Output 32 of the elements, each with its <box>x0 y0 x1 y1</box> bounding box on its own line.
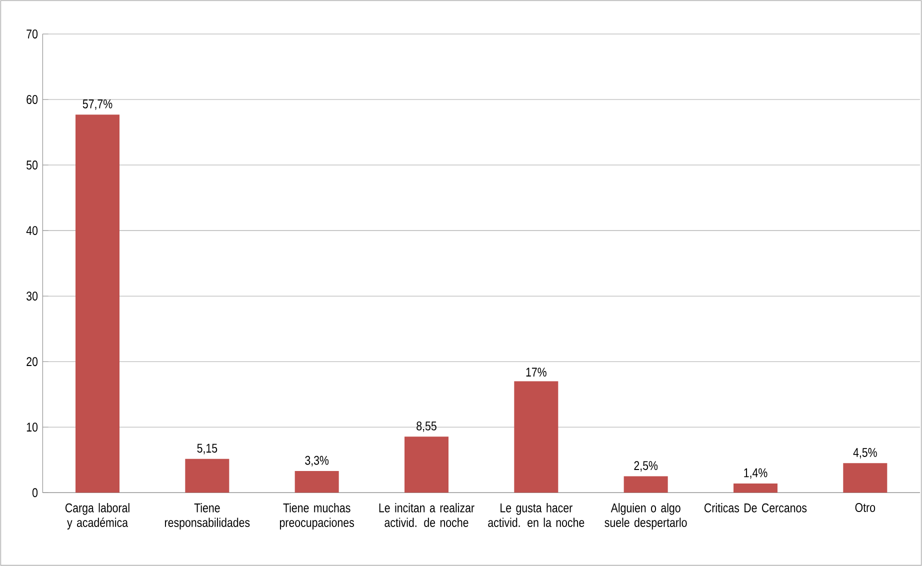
data-label: 8,55 <box>416 421 436 432</box>
x-tick-label: Alguien o algo suele despertarlo <box>604 503 687 530</box>
y-tick-label: 70 <box>26 30 38 38</box>
data-label: 57,7% <box>82 99 112 110</box>
x-tick-label: Le incitan a realizar activid. de noche <box>379 503 474 528</box>
bar <box>734 483 778 493</box>
bar <box>843 463 888 493</box>
data-label: 5,15 <box>197 444 218 454</box>
y-tick-label: 0 <box>32 488 38 498</box>
x-tick-label: Criticas De Cercanos <box>704 503 807 512</box>
data-label: 17% <box>526 368 546 377</box>
bar <box>185 458 230 493</box>
y-tick-label: 20 <box>26 357 38 366</box>
bar <box>624 476 668 493</box>
x-tick-label: Carga laboral y académica <box>65 503 130 530</box>
bar <box>294 471 339 493</box>
bar <box>514 381 558 493</box>
y-tick-label: 30 <box>26 292 38 301</box>
y-tick-label: 10 <box>26 422 38 432</box>
data-label: 3,3% <box>305 456 329 466</box>
x-tick-label: Tiene muchas preocupaciones <box>280 503 354 530</box>
y-tick-label: 40 <box>26 226 38 236</box>
bar <box>76 114 120 493</box>
bar <box>404 436 448 493</box>
x-tick-label: Tiene responsabilidades <box>164 503 250 530</box>
data-label: 1,4% <box>744 468 768 479</box>
y-tick-label: 50 <box>26 160 38 170</box>
data-label: 2,5% <box>634 461 658 472</box>
data-label: 4,5% <box>853 448 877 458</box>
y-tick-label: 60 <box>26 95 38 104</box>
x-tick-label: Le gusta hacer activid. en la noche <box>488 503 584 528</box>
x-tick-label: Otro <box>855 503 876 512</box>
